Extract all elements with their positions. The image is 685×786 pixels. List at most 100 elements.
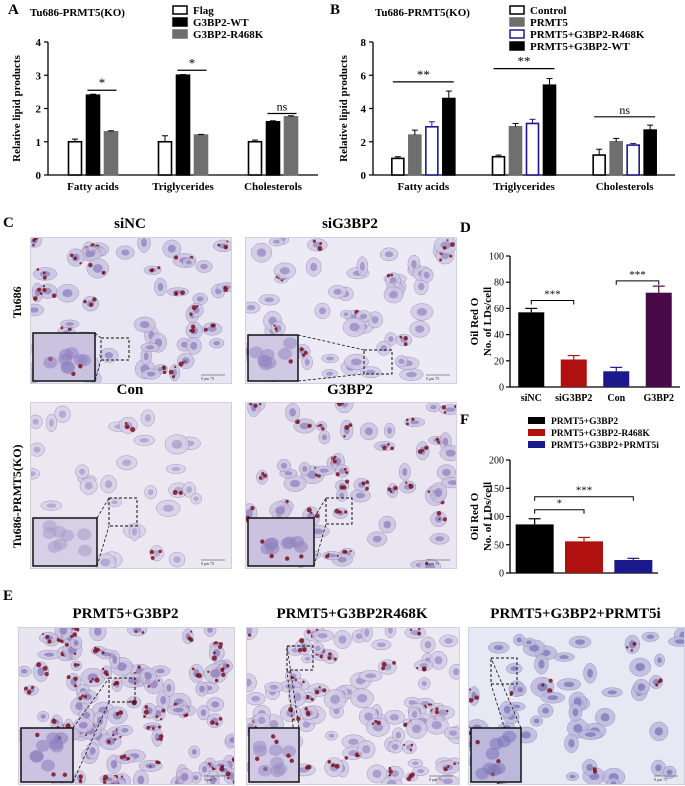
- y-tick-label: 0: [361, 170, 367, 182]
- lipid-droplet: [83, 299, 87, 304]
- inset-cell: [48, 737, 63, 750]
- lipid-droplet: [285, 499, 289, 504]
- lipid-droplet: [421, 449, 425, 452]
- lipid-droplet: [207, 670, 210, 673]
- bar: [265, 121, 281, 176]
- lipid-droplet: [327, 552, 330, 556]
- lipid-droplet: [307, 425, 310, 428]
- cell-nucleus: [141, 238, 147, 248]
- lipid-droplet: [314, 689, 320, 695]
- lipid-droplet: [160, 717, 163, 721]
- bar: [560, 359, 587, 387]
- lipid-droplet: [424, 445, 429, 451]
- inset-cell: [60, 529, 75, 542]
- significance-bracket: [534, 496, 634, 501]
- lipid-droplet: [427, 490, 431, 493]
- lipid-droplet: [94, 646, 97, 650]
- cell-nucleus: [383, 520, 392, 529]
- micro-c-title-g3bp2: G3BP2: [327, 382, 373, 398]
- y-tick-label: 0: [499, 569, 504, 580]
- cell-nucleus: [211, 701, 220, 708]
- cell-nucleus: [537, 682, 548, 692]
- lipid-droplet: [416, 666, 419, 670]
- lipid-droplet: [144, 705, 149, 709]
- cell-nucleus: [417, 282, 425, 291]
- lipid-droplet: [92, 648, 98, 654]
- lipid-droplet: [218, 645, 223, 649]
- bar: [592, 154, 606, 176]
- lipid-droplet: [65, 642, 69, 647]
- y-axis-label: Relative lipid products: [338, 54, 350, 161]
- lipid-droplet: [409, 748, 413, 752]
- cell-nucleus: [666, 769, 673, 776]
- lipid-droplet: [345, 471, 349, 475]
- cell-nucleus: [372, 769, 382, 778]
- cell-nucleus: [444, 638, 453, 644]
- cell-nucleus: [144, 672, 152, 680]
- lipid-droplet: [496, 782, 501, 784]
- cell-nucleus: [416, 308, 427, 316]
- cell-nucleus: [569, 774, 576, 779]
- panel-letter-c: C: [3, 215, 14, 231]
- legend-label: PRMT5+G3BP2-R468K: [530, 29, 645, 41]
- y-tick-label: 2: [36, 104, 42, 116]
- lipid-droplet: [253, 403, 258, 408]
- inset-cell: [77, 544, 92, 557]
- cell-nucleus: [510, 666, 518, 671]
- lipid-droplet: [327, 759, 332, 764]
- lipid-droplet: [155, 760, 160, 765]
- cell-nucleus: [73, 639, 79, 646]
- y-tick-label: 2: [361, 137, 367, 149]
- cell-nucleus: [173, 707, 184, 713]
- cell-nucleus: [607, 690, 617, 695]
- lipid-droplet: [449, 254, 453, 258]
- lipid-droplet: [301, 647, 307, 653]
- lipid-droplet: [45, 634, 50, 639]
- cell-nucleus: [202, 766, 208, 773]
- cell-nucleus: [144, 414, 151, 422]
- significance-label: **: [417, 67, 430, 82]
- lipid-droplet: [83, 695, 88, 699]
- lipid-droplet: [134, 630, 138, 633]
- cell-nucleus: [207, 628, 213, 633]
- lipid-droplet: [389, 490, 393, 493]
- legend-label: PRMT5: [530, 17, 568, 29]
- lipid-droplet: [155, 715, 159, 719]
- lipid-droplet: [162, 366, 167, 371]
- lipid-droplet: [130, 426, 136, 433]
- inset-cell: [268, 744, 283, 757]
- cell-nucleus: [359, 262, 365, 271]
- cell-nucleus: [411, 260, 417, 269]
- micrograph-texture: 0 μm 75: [31, 238, 231, 383]
- lipid-droplet: [51, 293, 57, 299]
- lipid-droplet: [226, 664, 230, 668]
- y-axis-label: Relative lipid products: [11, 54, 23, 161]
- lipid-droplet: [72, 632, 78, 638]
- cell-nucleus: [173, 556, 181, 564]
- chart-title: Tu686-PRMT5(KO): [375, 7, 470, 19]
- lipid-droplet: [189, 637, 194, 643]
- lipid-droplet: [302, 680, 305, 684]
- lipid-droplet: [215, 722, 219, 726]
- cell-nucleus: [448, 730, 457, 736]
- lipid-droplet: [178, 490, 183, 496]
- lipid-droplet: [388, 773, 392, 777]
- lipid-droplet: [443, 766, 448, 772]
- cell-nucleus: [121, 727, 129, 733]
- lipid-droplet: [334, 508, 340, 514]
- lipid-droplet: [151, 727, 155, 730]
- lipid-droplet: [88, 262, 93, 268]
- cell-nucleus: [246, 508, 253, 518]
- cell-nucleus: [423, 271, 430, 279]
- bar: [491, 155, 506, 176]
- lipid-droplet: [393, 485, 398, 491]
- lipid-droplet: [626, 646, 629, 649]
- cell-nucleus: [339, 468, 346, 474]
- cell-nucleus: [200, 709, 207, 716]
- cell-nucleus: [388, 628, 393, 634]
- lipid-droplet: [162, 370, 167, 375]
- lipid-droplet: [115, 712, 119, 716]
- significance-bracket: [534, 509, 585, 514]
- zoom-line: [313, 523, 327, 567]
- chart-d: Oil Red O No. of LDs/cell 0 20 40 60 80 100 siNC…: [469, 252, 680, 404]
